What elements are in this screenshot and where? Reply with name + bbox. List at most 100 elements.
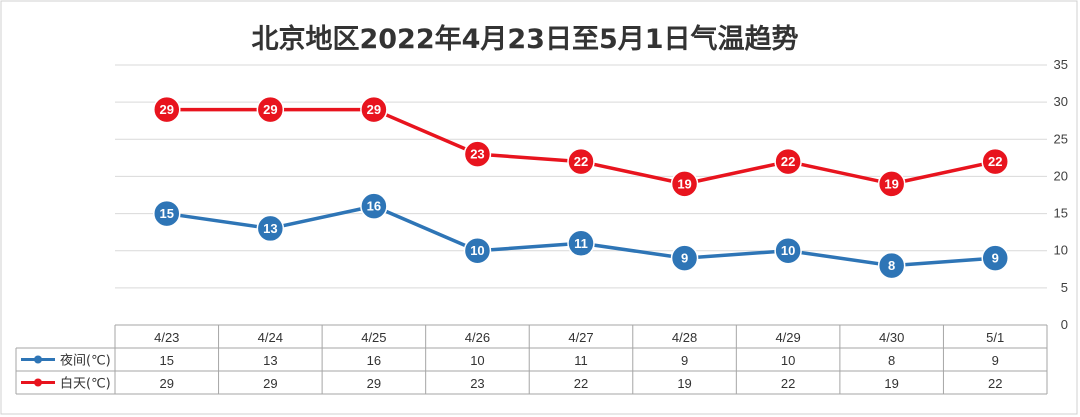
data-point: 13 — [256, 214, 285, 243]
legend-label: 白天(℃) — [60, 376, 111, 392]
data-point: 15 — [153, 199, 181, 228]
x-category-label: 4/27 — [568, 330, 593, 345]
data-label: 9 — [992, 251, 999, 266]
data-point-marker — [567, 147, 595, 176]
data-label: 19 — [677, 176, 691, 191]
data-point: 10 — [463, 236, 492, 265]
data-point: 22 — [567, 147, 595, 176]
table-cell-value: 8 — [888, 353, 895, 368]
table-cell-value: 16 — [367, 353, 381, 368]
x-category-label: 4/29 — [775, 330, 800, 345]
series-markers: 15 13 16 10 11 9 10 8 9 29 29 29 23 22 19 22 19 22 — [153, 95, 1009, 280]
data-label: 23 — [470, 147, 484, 162]
data-point-marker — [670, 244, 699, 272]
y-axis: 0 5 10 15 20 25 30 35 — [1054, 57, 1068, 332]
data-point: 22 — [981, 147, 1009, 176]
y-tick-label: 30 — [1054, 94, 1068, 109]
table-cell-value: 29 — [263, 376, 277, 391]
table-cell-value: 29 — [160, 376, 174, 391]
data-point: 19 — [670, 170, 699, 198]
y-tick-label: 10 — [1054, 243, 1068, 258]
data-label: 22 — [988, 154, 1002, 169]
data-point-marker — [877, 251, 906, 280]
data-label: 22 — [574, 154, 588, 169]
data-label: 29 — [160, 102, 174, 117]
data-point: 9 — [981, 244, 1009, 272]
y-tick-label: 35 — [1054, 57, 1068, 72]
x-category-label: 4/28 — [672, 330, 697, 345]
data-point-marker — [360, 95, 388, 124]
data-point: 16 — [360, 192, 388, 220]
data-point-marker — [153, 95, 181, 124]
table-cell-value: 11 — [574, 353, 588, 368]
data-point: 23 — [463, 140, 492, 168]
data-point-marker — [153, 199, 181, 228]
y-tick-label: 20 — [1054, 168, 1068, 183]
table-cell-value: 22 — [781, 376, 795, 391]
y-tick-label: 0 — [1061, 317, 1068, 332]
data-point: 29 — [153, 95, 181, 124]
data-label: 11 — [574, 236, 588, 251]
data-point-marker — [981, 147, 1009, 176]
table-cell-value: 19 — [677, 376, 691, 391]
data-point: 10 — [774, 236, 802, 265]
legend-label: 夜间(℃) — [60, 354, 111, 369]
data-point-marker — [774, 236, 802, 265]
y-tick-label: 5 — [1061, 280, 1068, 295]
data-label: 15 — [160, 206, 174, 221]
y-tick-label: 15 — [1054, 206, 1068, 221]
data-label: 22 — [781, 154, 795, 169]
x-category-label: 4/30 — [879, 330, 904, 345]
data-point-marker — [774, 147, 802, 176]
table-cell-value: 10 — [470, 353, 484, 368]
data-point: 22 — [774, 147, 802, 176]
table-cell-value: 10 — [781, 353, 795, 368]
x-category-label: 4/23 — [154, 330, 179, 345]
data-point: 29 — [360, 95, 388, 124]
legend-marker — [34, 355, 42, 364]
chart-title: 北京地区2022年4月23日至5月1日气温趋势 — [251, 23, 798, 55]
table-cell-value: 29 — [367, 376, 381, 391]
data-label: 19 — [884, 176, 898, 191]
data-point-marker — [256, 95, 285, 124]
gridlines — [115, 64, 1047, 289]
x-category-label: 4/26 — [465, 330, 490, 345]
data-point: 29 — [256, 95, 285, 124]
data-label: 10 — [470, 243, 484, 258]
x-category-label: 4/25 — [361, 330, 386, 345]
table-cell-value: 9 — [992, 353, 999, 368]
data-point: 19 — [877, 170, 906, 198]
table-cell-value: 22 — [574, 376, 588, 391]
data-label: 10 — [781, 243, 795, 258]
data-label: 29 — [367, 102, 381, 117]
data-point-marker — [463, 236, 492, 265]
table-cell-value: 15 — [160, 353, 174, 368]
data-point-marker — [981, 244, 1009, 272]
data-point-marker — [463, 140, 492, 168]
data-label: 9 — [681, 251, 688, 266]
table-cell-value: 22 — [988, 376, 1002, 391]
legend-marker — [34, 378, 42, 387]
data-point-marker — [877, 170, 906, 198]
x-category-label: 4/24 — [258, 330, 283, 345]
data-point-marker — [670, 170, 699, 198]
table-cell-value: 13 — [263, 353, 277, 368]
data-label: 8 — [888, 258, 895, 273]
data-point: 11 — [567, 229, 595, 258]
y-tick-label: 25 — [1054, 131, 1068, 146]
data-label: 16 — [367, 199, 381, 214]
x-category-label: 5/1 — [986, 330, 1004, 345]
data-point: 9 — [670, 244, 699, 272]
table-cell-value: 19 — [884, 376, 898, 391]
table-cell-value: 23 — [470, 376, 484, 391]
data-point-marker — [256, 214, 285, 243]
data-label: 29 — [263, 102, 277, 117]
data-point-marker — [567, 229, 595, 258]
data-table: 4/23 4/24 4/25 4/26 4/27 4/28 4/29 4/30 5/1 夜间(℃)… — [15, 324, 1048, 395]
data-point-marker — [360, 192, 388, 220]
data-label: 13 — [263, 221, 277, 236]
data-point: 8 — [877, 251, 906, 280]
table-cell-value: 9 — [681, 353, 688, 368]
